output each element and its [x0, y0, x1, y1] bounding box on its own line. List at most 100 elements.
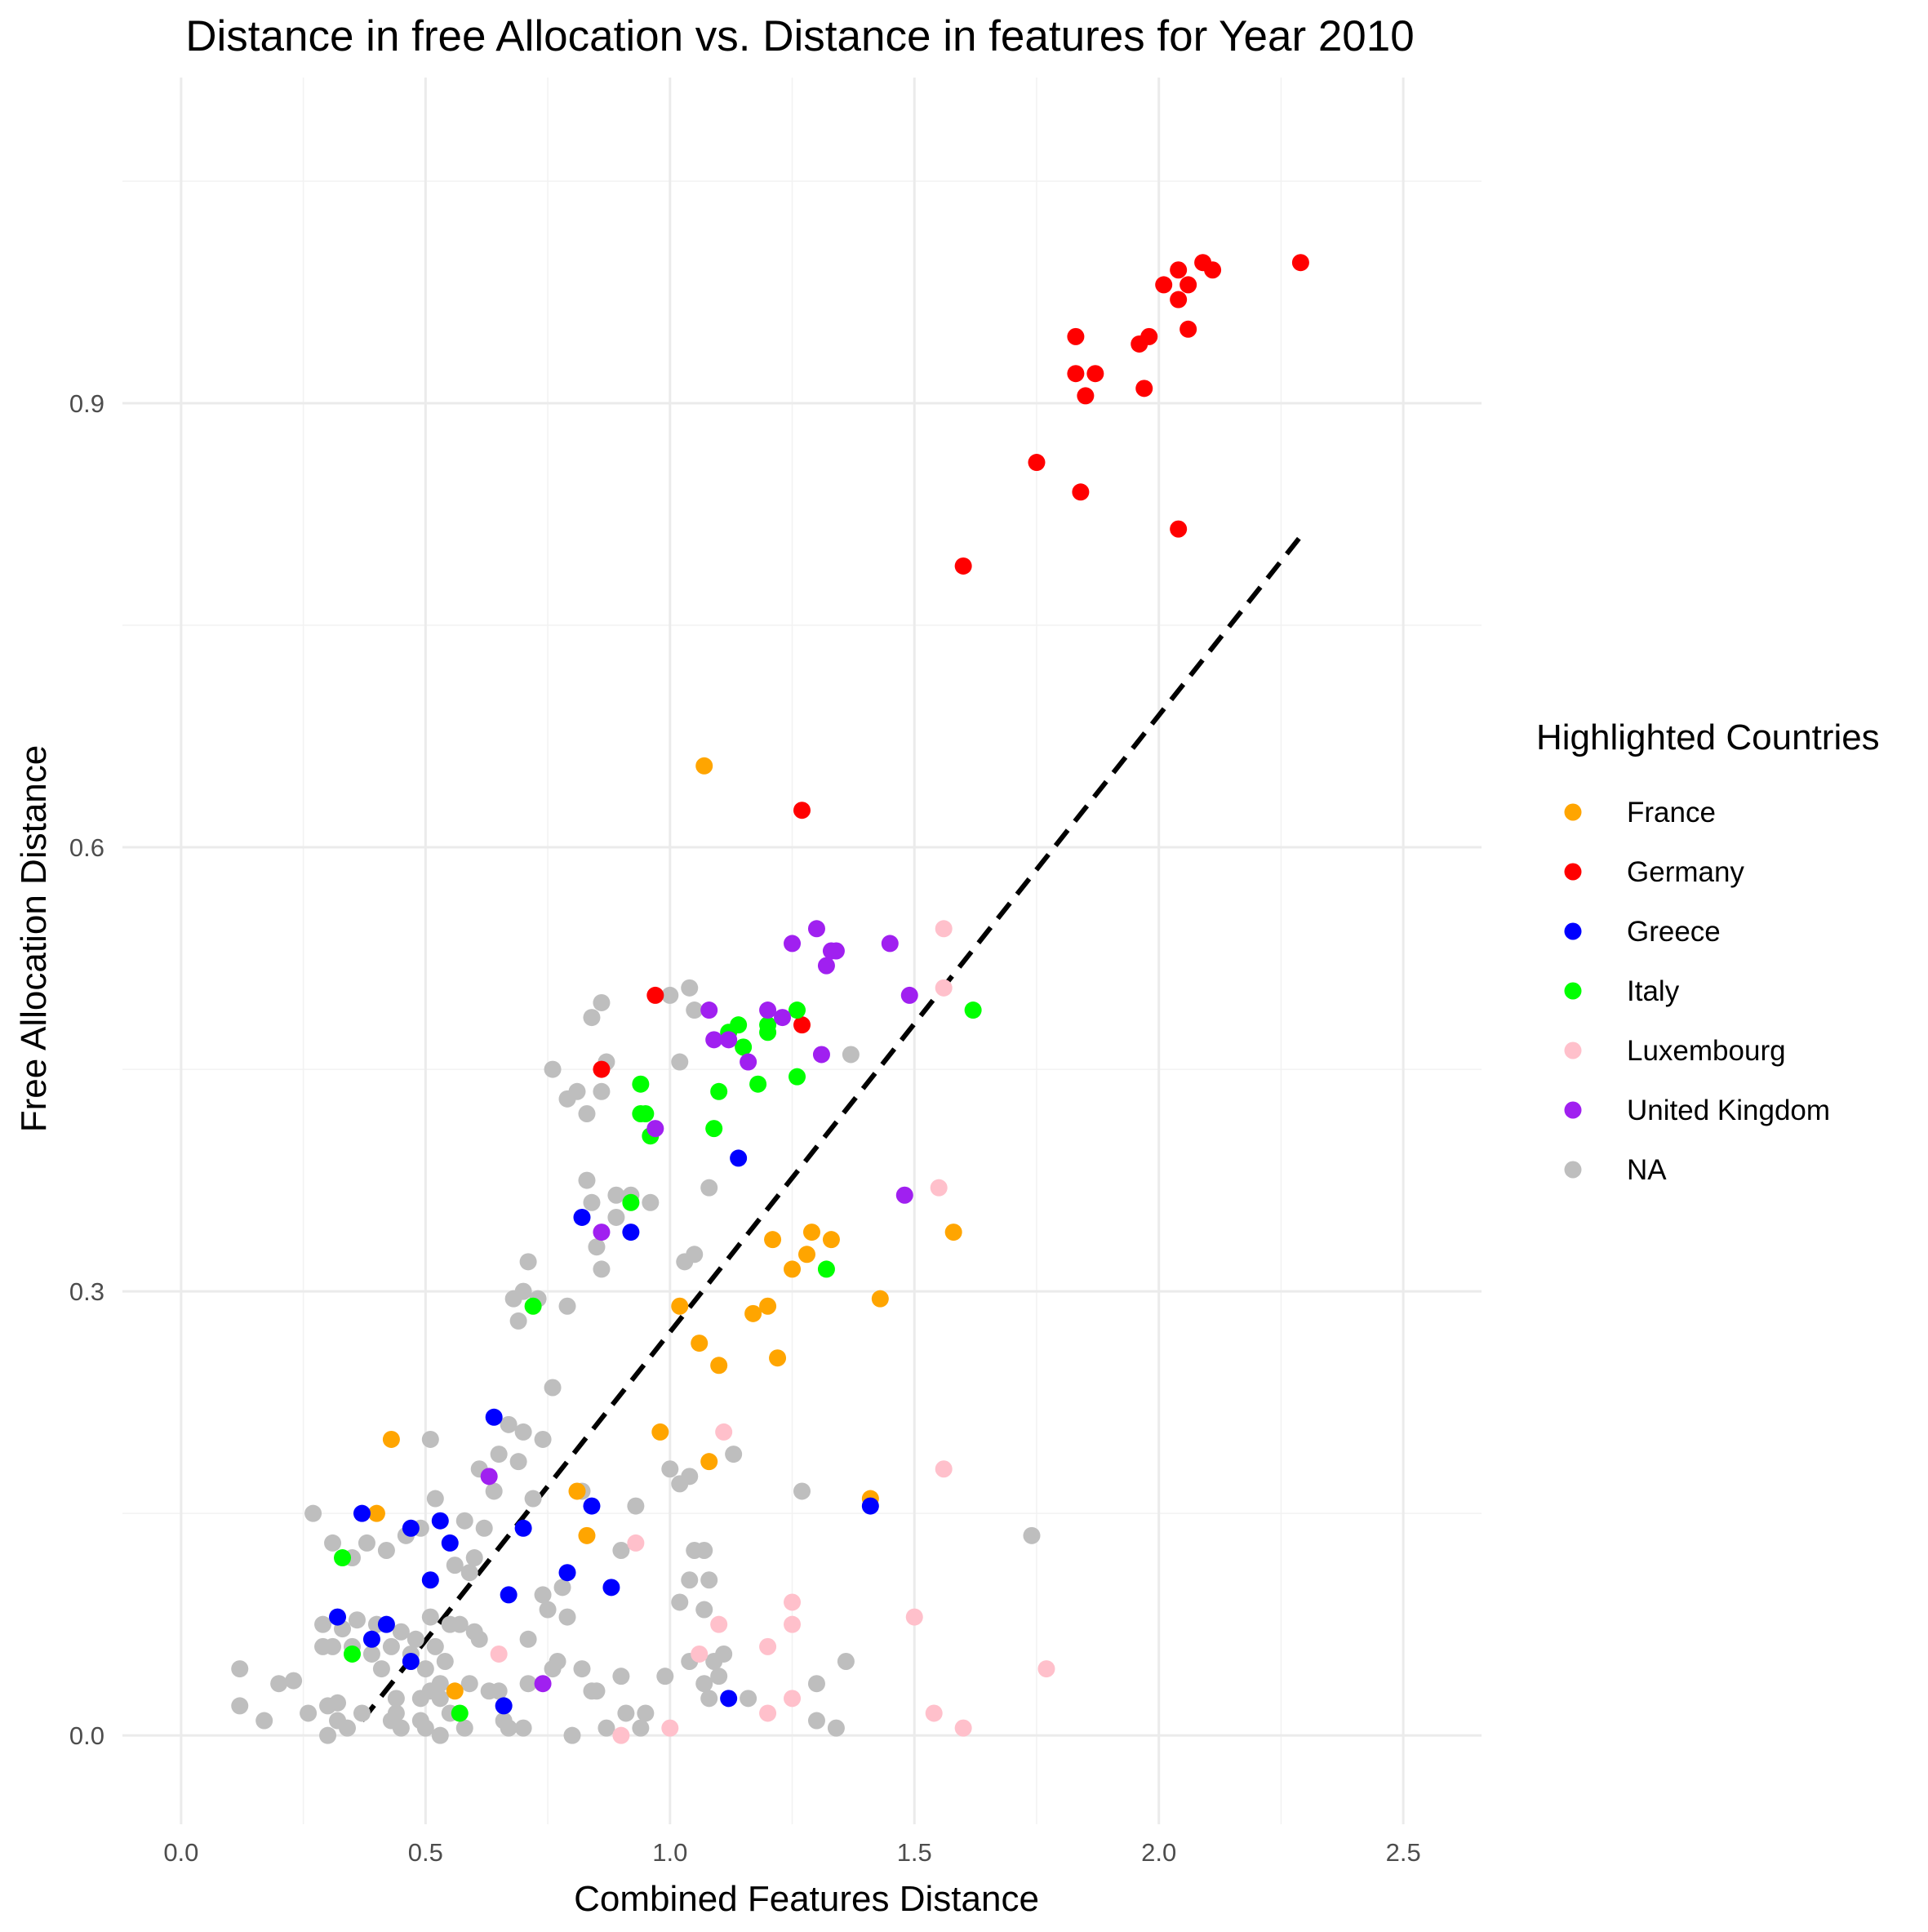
data-point-luxembourg: [661, 1719, 679, 1737]
data-point-united-kingdom: [480, 1468, 498, 1486]
data-point-na: [607, 1208, 625, 1226]
data-point-luxembourg: [627, 1534, 645, 1552]
x-tick-label: 0.0: [163, 1838, 198, 1867]
data-point-na: [695, 1675, 713, 1693]
data-point-na: [353, 1704, 371, 1722]
data-point-na: [578, 1104, 596, 1122]
data-point-france: [568, 1482, 586, 1500]
data-point-italy: [622, 1193, 640, 1211]
data-point-na: [231, 1660, 249, 1678]
data-point-na: [339, 1719, 357, 1737]
data-point-germany: [1170, 261, 1188, 279]
chart-title: Distance in free Allocation vs. Distance…: [185, 12, 1414, 60]
data-point-na: [827, 1719, 845, 1737]
data-point-germany: [1170, 291, 1188, 309]
data-point-france: [578, 1526, 596, 1544]
data-point-france: [651, 1423, 669, 1441]
data-point-na: [387, 1690, 405, 1708]
x-tick-label: 2.5: [1386, 1838, 1421, 1867]
data-point-na: [455, 1719, 473, 1737]
data-point-italy: [789, 1068, 806, 1086]
data-point-na: [695, 1541, 713, 1559]
data-point-germany: [646, 986, 664, 1004]
data-point-na: [372, 1660, 390, 1678]
data-point-na: [632, 1719, 650, 1737]
data-point-na: [514, 1423, 532, 1441]
data-point-na: [583, 1193, 601, 1211]
data-point-france: [769, 1349, 787, 1367]
data-point-luxembourg: [691, 1645, 709, 1663]
data-point-na: [700, 1690, 718, 1708]
data-point-na: [661, 1460, 679, 1478]
data-point-united-kingdom: [827, 942, 845, 960]
data-point-greece: [377, 1615, 395, 1633]
legend-label-luxembourg: Luxembourg: [1627, 1035, 1786, 1067]
data-point-na: [470, 1630, 488, 1648]
data-point-na: [553, 1579, 571, 1597]
data-point-na: [681, 1571, 699, 1589]
data-point-greece: [402, 1653, 420, 1671]
data-point-na: [431, 1690, 449, 1708]
data-point-france: [871, 1290, 889, 1308]
data-point-na: [612, 1668, 630, 1686]
data-point-na: [568, 1082, 586, 1100]
data-point-na: [455, 1512, 473, 1530]
data-point-na: [500, 1415, 518, 1433]
data-point-na: [270, 1675, 288, 1693]
data-point-united-kingdom: [881, 935, 899, 953]
data-point-na: [431, 1675, 449, 1693]
data-point-na: [671, 1053, 689, 1071]
data-point-france: [784, 1260, 802, 1278]
data-point-italy: [710, 1082, 728, 1100]
data-point-united-kingdom: [774, 1009, 792, 1027]
data-point-na: [573, 1660, 591, 1678]
data-point-na: [661, 986, 679, 1004]
data-point-na: [534, 1430, 552, 1448]
data-point-united-kingdom: [705, 1031, 723, 1049]
legend-key-greece: [1564, 922, 1582, 940]
data-point-na: [285, 1672, 303, 1690]
data-point-na: [431, 1726, 449, 1744]
data-point-na: [642, 1193, 660, 1211]
data-point-luxembourg: [784, 1615, 802, 1633]
data-point-greece: [362, 1630, 380, 1648]
data-point-united-kingdom: [534, 1675, 552, 1693]
data-point-greece: [558, 1564, 576, 1582]
data-point-luxembourg: [930, 1179, 948, 1197]
data-point-na: [392, 1623, 410, 1641]
data-point-united-kingdom: [807, 920, 825, 938]
data-point-france: [744, 1304, 762, 1322]
data-point-na: [681, 979, 699, 997]
data-point-na: [436, 1653, 454, 1671]
data-point-germany: [1204, 261, 1222, 279]
data-point-na: [406, 1630, 424, 1648]
data-point-na: [362, 1645, 380, 1663]
data-point-italy: [524, 1297, 542, 1315]
legend-key-luxembourg: [1564, 1042, 1582, 1059]
data-point-luxembourg: [784, 1593, 802, 1611]
data-point-na: [475, 1519, 493, 1537]
data-point-germany: [1140, 327, 1158, 345]
data-point-na: [588, 1682, 606, 1700]
data-point-na: [519, 1253, 537, 1271]
data-point-na: [416, 1660, 434, 1678]
legend-label-germany: Germany: [1627, 856, 1744, 888]
data-point-greece: [720, 1690, 738, 1708]
data-point-luxembourg: [715, 1423, 733, 1441]
data-point-na: [544, 1060, 562, 1078]
data-point-na: [519, 1675, 537, 1693]
data-point-greece: [431, 1512, 449, 1530]
data-point-na: [837, 1653, 855, 1671]
data-point-france: [802, 1224, 820, 1241]
data-point-united-kingdom: [812, 1046, 830, 1064]
data-point-germany: [593, 1060, 611, 1078]
data-point-italy: [730, 1016, 748, 1034]
data-point-na: [656, 1668, 674, 1686]
data-point-na: [377, 1541, 395, 1559]
data-point-na: [304, 1504, 322, 1522]
data-point-na: [588, 1238, 606, 1256]
data-point-na: [563, 1726, 581, 1744]
y-tick-label: 0.6: [69, 833, 104, 862]
data-point-italy: [705, 1120, 723, 1138]
